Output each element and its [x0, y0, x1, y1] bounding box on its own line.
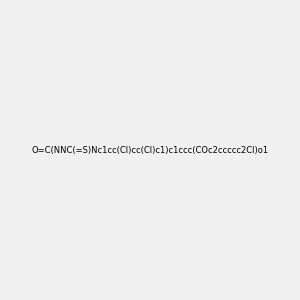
Text: O=C(NNC(=S)Nc1cc(Cl)cc(Cl)c1)c1ccc(COc2ccccc2Cl)o1: O=C(NNC(=S)Nc1cc(Cl)cc(Cl)c1)c1ccc(COc2c… — [32, 146, 268, 154]
